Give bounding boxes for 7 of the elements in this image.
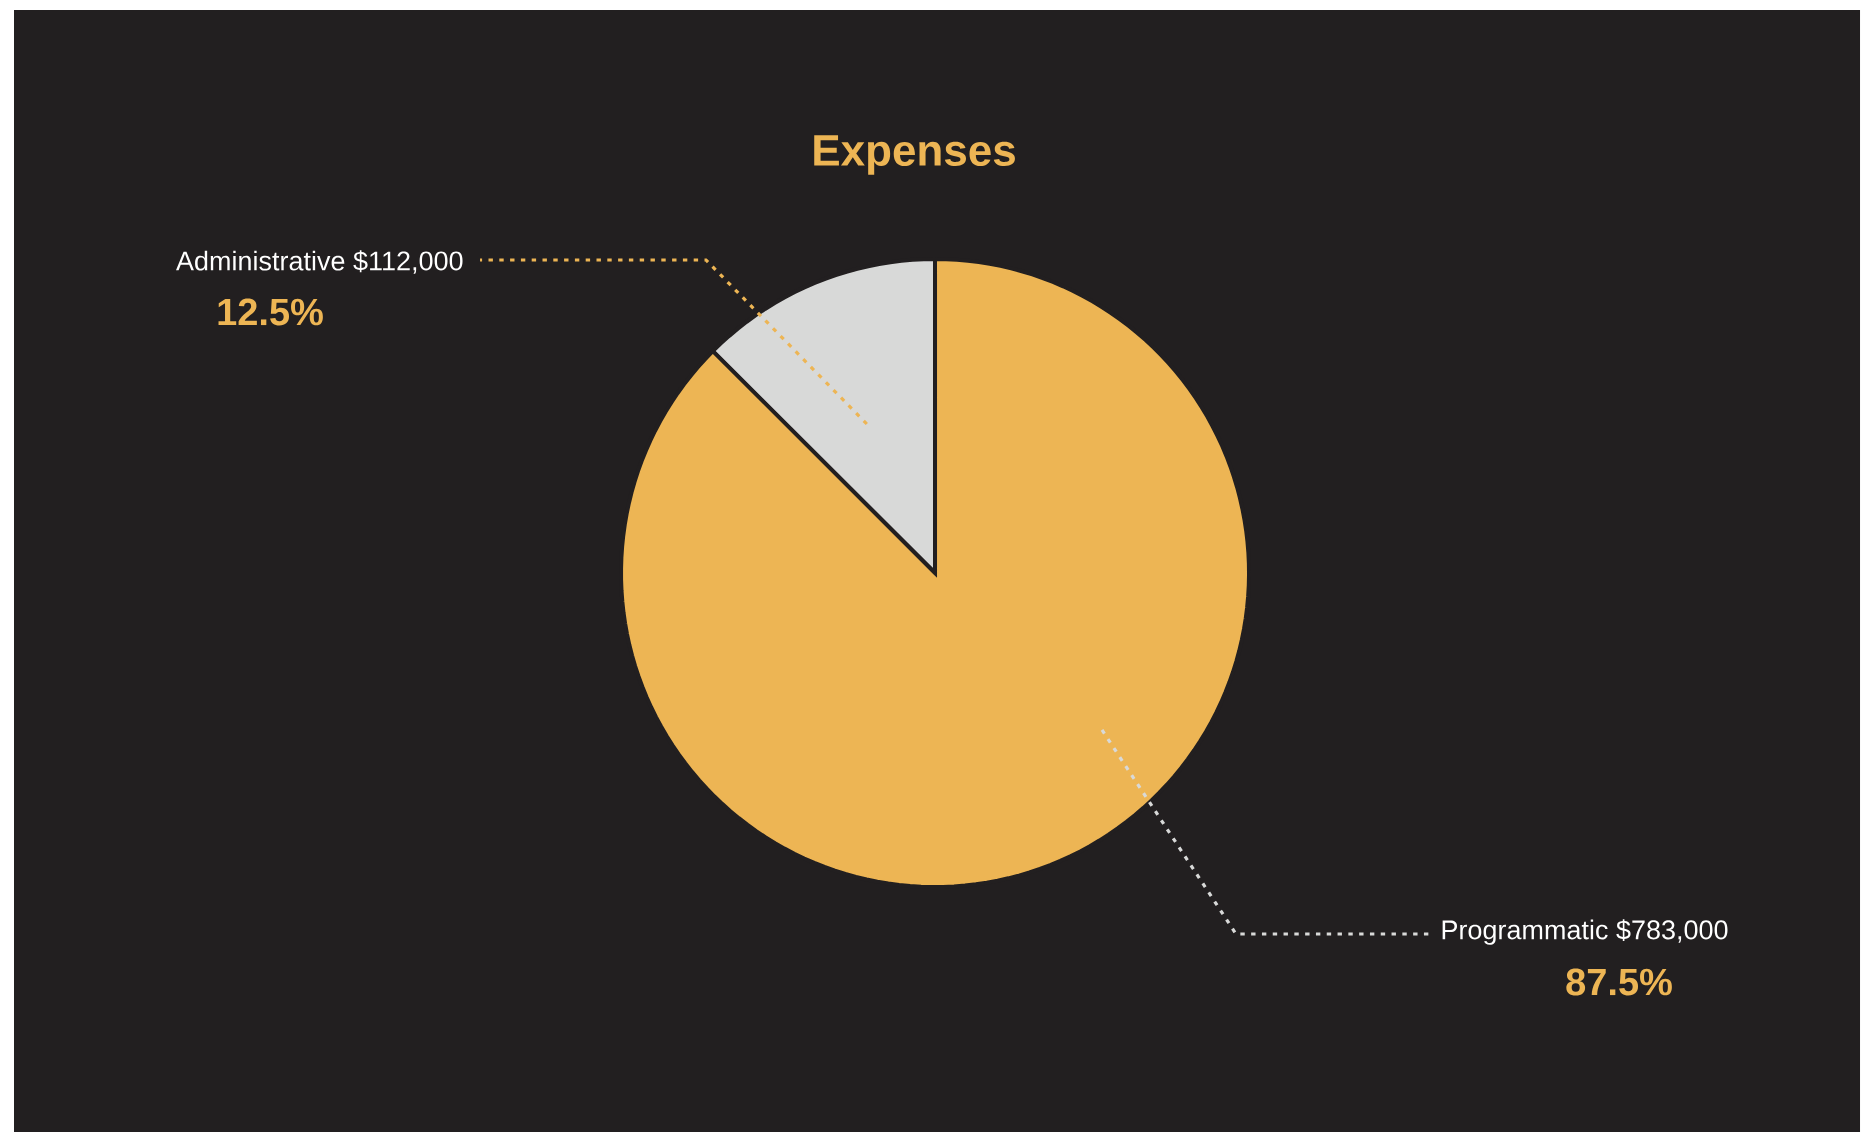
text: 87.5% xyxy=(1566,968,1672,996)
text: 12.5% xyxy=(218,298,323,326)
chart-title: Expenses xyxy=(814,135,1015,175)
data-label: $112,000 xyxy=(353,250,463,274)
data-label: $783,000 xyxy=(1616,919,1728,943)
slice-label: Programmatic xyxy=(1442,919,1608,945)
slice-label: Administrative xyxy=(176,250,345,271)
